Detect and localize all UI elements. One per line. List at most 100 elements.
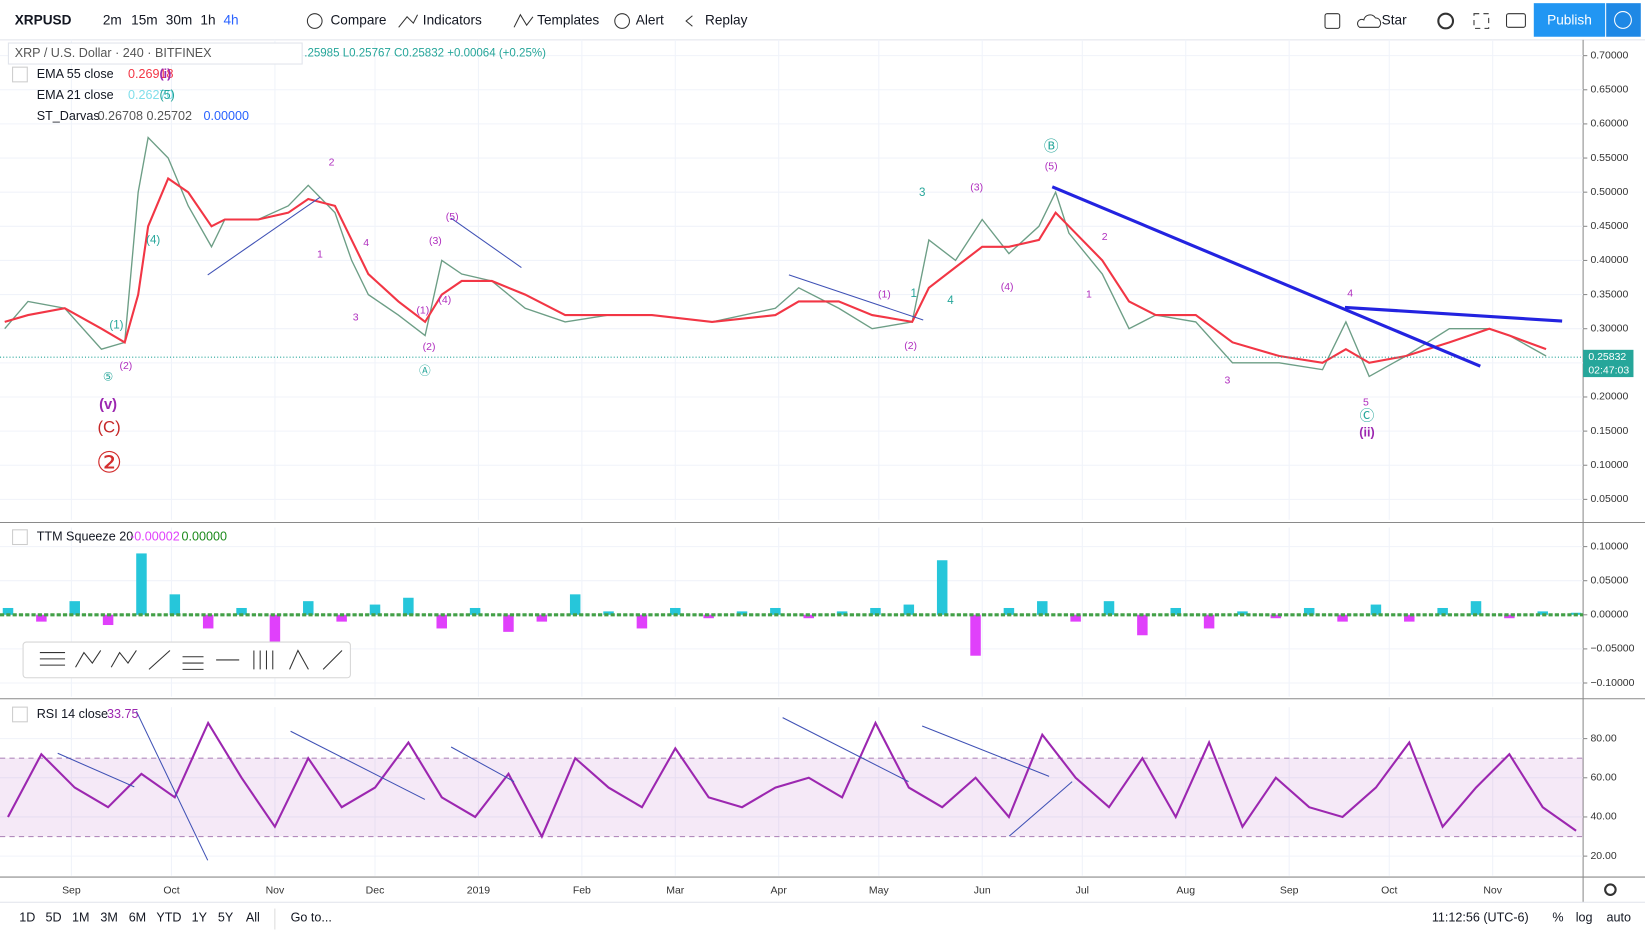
drawing-toolbar-box	[22, 641, 351, 679]
range-button[interactable]: 6M	[129, 910, 146, 924]
publish-button[interactable]	[1533, 3, 1606, 37]
range-button[interactable]: 1Y	[192, 910, 208, 924]
tool-icon[interactable]	[253, 650, 274, 670]
x-tick-label: Mar	[666, 885, 685, 896]
wave-label: (5)	[1045, 162, 1058, 173]
countdown-label: 02:47:03	[1588, 366, 1629, 377]
interval[interactable]: 30m	[166, 13, 193, 28]
range-button[interactable]: All	[246, 910, 260, 924]
y-tick-label: 40.00	[1590, 812, 1616, 823]
wave-label: (2)	[423, 342, 436, 353]
tool-icon[interactable]	[182, 656, 204, 670]
compare-button[interactable]: Compare	[330, 13, 386, 28]
range-button[interactable]: YTD	[156, 910, 181, 924]
axis-settings-icon[interactable]	[1604, 883, 1617, 896]
indicator-label: ST_Darvas	[37, 109, 100, 123]
indicator-note: (i)	[159, 67, 171, 81]
symbol[interactable]: XRPUSD	[15, 13, 72, 28]
alert-icon	[614, 13, 630, 29]
interval[interactable]: 15m	[131, 13, 158, 28]
histogram-bar	[1237, 611, 1248, 615]
histogram-bar	[2, 607, 14, 615]
y-tick-label: 0.15000	[1590, 426, 1628, 437]
goto-button[interactable]: Go to...	[291, 910, 332, 924]
collapse-button[interactable]	[12, 529, 28, 546]
histogram-bar	[503, 614, 514, 632]
y-tick-label: −0.10000	[1590, 678, 1634, 689]
histogram-bar	[1504, 614, 1515, 619]
histogram-bar	[636, 614, 648, 629]
histogram-bar	[736, 611, 748, 615]
y-tick-label: 0.55000	[1590, 153, 1628, 164]
trend-line	[290, 730, 426, 800]
indicator-value: 0.26918	[128, 67, 173, 81]
histogram-bar	[369, 604, 381, 615]
snapshot-icon[interactable]	[1505, 13, 1526, 28]
tool-icon[interactable]	[39, 652, 66, 666]
tool-icon[interactable]	[148, 650, 171, 670]
trend-line	[57, 752, 135, 788]
tool-icon[interactable]	[289, 649, 309, 670]
histogram-bar	[903, 604, 915, 615]
indicator-label: EMA 55 close	[37, 67, 114, 81]
range-button[interactable]: 3M	[100, 910, 117, 924]
wave-label: (4)	[146, 234, 160, 246]
trend-line	[782, 717, 909, 783]
histogram-bar	[670, 607, 681, 615]
option-button[interactable]: auto	[1607, 910, 1631, 924]
range-button[interactable]: 1M	[72, 910, 89, 924]
histogram-bar	[269, 614, 281, 643]
alert-button[interactable]: Alert	[636, 13, 664, 28]
indicator-note: (5)	[159, 88, 174, 102]
tool-icon[interactable]	[322, 650, 343, 670]
histogram-bar	[36, 614, 47, 622]
wave-label: 4	[947, 295, 954, 307]
wave-label: Ⓐ	[419, 364, 431, 377]
y-tick-label: 0.45000	[1590, 221, 1628, 232]
play-button[interactable]	[1606, 3, 1641, 37]
y-tick-label: 20.00	[1590, 851, 1616, 862]
histogram-bar	[1470, 601, 1482, 615]
fullscreen-icon[interactable]	[1473, 13, 1490, 29]
option-button[interactable]: log	[1576, 910, 1593, 924]
x-tick-label: Nov	[1483, 885, 1502, 896]
option-button[interactable]: %	[1552, 910, 1563, 924]
star-button[interactable]: Star	[1382, 13, 1407, 28]
interval[interactable]: 1h	[200, 13, 215, 28]
wave-label: ⑤	[103, 372, 113, 384]
templates-icon	[513, 13, 534, 28]
trend-line	[450, 217, 522, 268]
tool-icon[interactable]	[110, 650, 137, 668]
indicators-button[interactable]: Indicators	[423, 13, 482, 28]
legend-box	[7, 42, 303, 65]
histogram-bar	[436, 614, 447, 629]
compare-icon	[306, 13, 323, 29]
range-button[interactable]: 5D	[45, 910, 61, 924]
drawing-toolbar	[22, 641, 351, 679]
layout-icon[interactable]	[1324, 13, 1341, 29]
collapse-button[interactable]	[12, 66, 28, 83]
range-button[interactable]: 1D	[19, 910, 35, 924]
settings-icon[interactable]	[1437, 12, 1455, 30]
range-button[interactable]: 5Y	[218, 910, 234, 924]
publish-label: Publish	[1547, 13, 1592, 28]
histogram-bar	[1303, 607, 1315, 615]
histogram-bar	[202, 614, 214, 629]
x-tick-label: Jul	[1076, 885, 1089, 896]
wave-label: ②	[96, 447, 122, 480]
x-tick-label: Apr	[771, 885, 788, 896]
tool-icon[interactable]	[75, 650, 102, 668]
interval[interactable]: 4h	[223, 13, 238, 28]
wave-label: (2)	[119, 361, 132, 372]
histogram-bar	[1003, 607, 1015, 615]
histogram-bar	[870, 607, 881, 615]
collapse-button[interactable]	[12, 706, 28, 723]
indicator-value: 33.75	[107, 707, 138, 721]
replay-button[interactable]: Replay	[705, 13, 748, 28]
y-tick-label: 0.05000	[1590, 494, 1628, 505]
templates-button[interactable]: Templates	[537, 13, 599, 28]
wave-label: Ⓒ	[1360, 407, 1375, 424]
histogram-bar	[1337, 614, 1348, 622]
interval[interactable]: 2m	[103, 13, 122, 28]
